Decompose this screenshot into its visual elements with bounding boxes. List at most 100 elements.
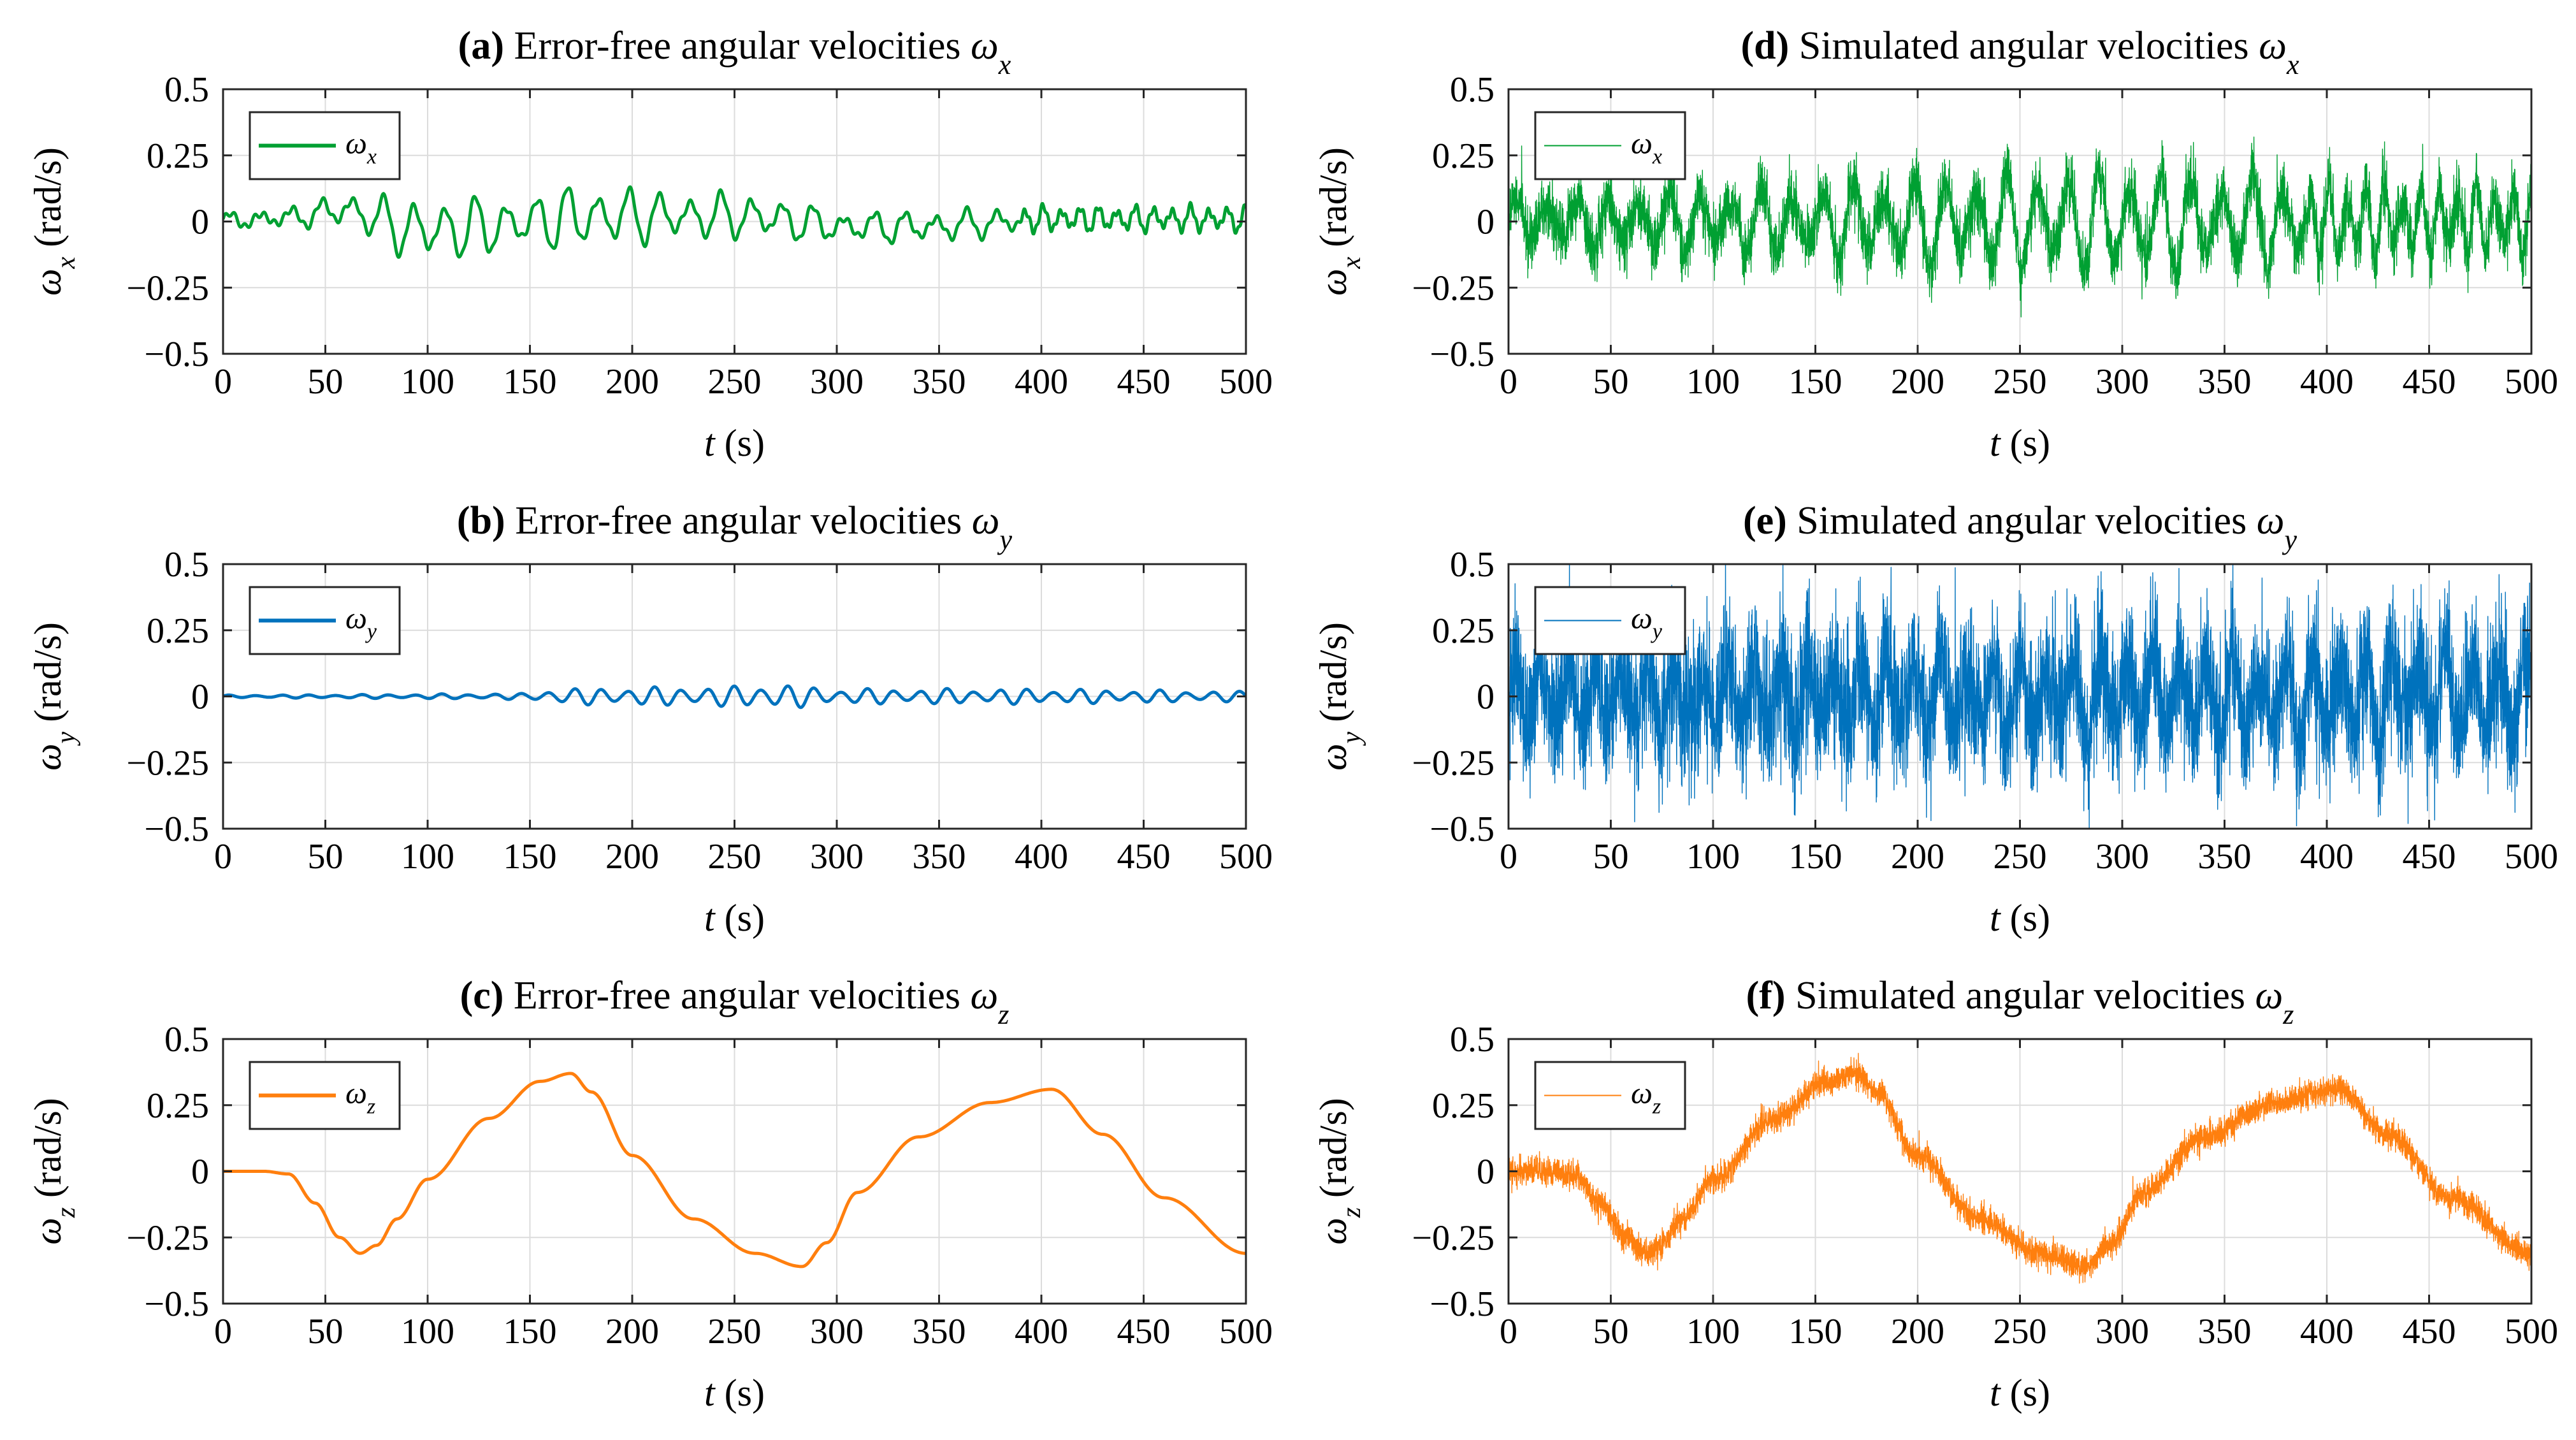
y-axis-label: ωy (rad/s) xyxy=(1312,622,1366,771)
x-tick-label: 0 xyxy=(214,362,232,402)
x-tick-label: 500 xyxy=(2505,1312,2558,1351)
x-tick-label: 100 xyxy=(401,837,454,876)
y-tick-label: −0.25 xyxy=(126,268,209,308)
legend-label: ωz xyxy=(1631,1077,1661,1119)
y-tick-label: −0.25 xyxy=(126,1218,209,1258)
x-axis-label: t (s) xyxy=(704,897,765,939)
x-tick-label: 200 xyxy=(1891,1312,1944,1351)
panel-a: 0 50 100 150 200 250 300 350 400 450 500 −0.5 −0.25 0… xyxy=(27,24,1273,464)
x-tick-label: 400 xyxy=(1015,837,1068,876)
x-tick-label: 200 xyxy=(605,362,659,402)
x-tick-label: 500 xyxy=(1219,1312,1273,1351)
legend-label: ωx xyxy=(345,127,377,169)
series-line-x xyxy=(1509,136,2531,317)
y-axis-label: ωy (rad/s) xyxy=(27,622,81,771)
y-tick-label: 0.5 xyxy=(1450,545,1494,585)
series-line-x xyxy=(223,185,1246,259)
x-tick-label: 400 xyxy=(2300,1312,2354,1351)
x-tick-label: 100 xyxy=(401,1312,454,1351)
legend: ωy xyxy=(249,586,401,655)
panel-e: 0 50 100 150 200 250 300 350 400 450 500 −0.5 −0.25 0… xyxy=(1312,499,2558,939)
x-tick-label: 300 xyxy=(810,1312,864,1351)
panel-c: 0 50 100 150 200 250 300 350 400 450 500 −0.5 −0.25 0… xyxy=(27,974,1273,1414)
panel-f: 0 50 100 150 200 250 300 350 400 450 500 −0.5 −0.25 0… xyxy=(1312,974,2558,1414)
x-tick-label: 0 xyxy=(1500,1312,1517,1351)
x-tick-label: 350 xyxy=(913,362,966,402)
y-tick-label: 0.25 xyxy=(147,136,209,176)
x-axis-label: t (s) xyxy=(1990,422,2050,464)
x-tick-label: 450 xyxy=(2403,837,2456,876)
y-tick-label: 0 xyxy=(1477,203,1494,242)
y-tick-label: 0.5 xyxy=(1450,70,1494,110)
panel-title: (c) Error-free angular velocities ωz xyxy=(460,974,1009,1030)
y-tick-label: 0.5 xyxy=(164,1020,209,1059)
series-line-z xyxy=(223,1072,1246,1269)
x-tick-label: 250 xyxy=(1994,1312,2047,1351)
x-tick-label: 0 xyxy=(1500,837,1517,876)
y-tick-label: −0.25 xyxy=(126,743,209,783)
x-tick-label: 200 xyxy=(605,837,659,876)
x-tick-label: 350 xyxy=(2198,362,2252,402)
legend: ωx xyxy=(249,111,401,180)
series-line-y xyxy=(223,684,1246,709)
x-tick-label: 150 xyxy=(503,837,557,876)
x-tick-label: 150 xyxy=(1789,1312,1842,1351)
x-tick-label: 50 xyxy=(1593,1312,1629,1351)
x-tick-label: 500 xyxy=(1219,837,1273,876)
x-tick-label: 250 xyxy=(1994,837,2047,876)
x-axis-label: t (s) xyxy=(1990,1372,2050,1414)
legend: ωz xyxy=(249,1061,401,1130)
x-tick-label: 150 xyxy=(503,362,557,402)
x-tick-label: 300 xyxy=(810,837,864,876)
y-tick-label: 0.5 xyxy=(164,70,209,110)
panel-b: 0 50 100 150 200 250 300 350 400 450 500 −0.5 −0.25 0… xyxy=(27,499,1273,939)
legend: ωy xyxy=(1534,586,1686,655)
panel-title: (e) Simulated angular velocities ωy xyxy=(1743,499,2297,555)
x-axis-label: t (s) xyxy=(704,422,765,464)
x-tick-label: 50 xyxy=(1593,837,1629,876)
y-tick-label: 0 xyxy=(191,203,209,242)
x-tick-label: 200 xyxy=(605,1312,659,1351)
x-tick-label: 400 xyxy=(1015,1312,1068,1351)
y-tick-label: 0.25 xyxy=(147,611,209,651)
y-tick-label: −0.25 xyxy=(1412,268,1494,308)
x-tick-label: 200 xyxy=(1891,837,1944,876)
x-tick-label: 250 xyxy=(1994,362,2047,402)
x-tick-label: 50 xyxy=(308,362,344,402)
x-tick-label: 50 xyxy=(308,837,344,876)
y-tick-label: −0.5 xyxy=(1429,335,1494,374)
x-tick-label: 450 xyxy=(1117,362,1171,402)
series-line-z xyxy=(1509,1052,2531,1284)
x-tick-label: 150 xyxy=(1789,837,1842,876)
legend-label: ωy xyxy=(345,602,377,644)
panel-title: (d) Simulated angular velocities ωx xyxy=(1740,24,2299,80)
y-tick-label: −0.5 xyxy=(1429,810,1494,849)
x-axis-label: t (s) xyxy=(1990,897,2050,939)
y-tick-label: 0.25 xyxy=(1432,611,1494,651)
y-tick-label: −0.5 xyxy=(144,810,209,849)
y-tick-label: 0 xyxy=(1477,1153,1494,1192)
y-tick-label: 0.5 xyxy=(164,545,209,585)
x-tick-label: 450 xyxy=(1117,1312,1171,1351)
y-tick-label: 0.5 xyxy=(1450,1020,1494,1059)
panel-title: (f) Simulated angular velocities ωz xyxy=(1746,974,2294,1030)
y-axis-label: ωx (rad/s) xyxy=(27,147,81,296)
x-tick-label: 300 xyxy=(2095,362,2149,402)
x-tick-label: 250 xyxy=(708,837,762,876)
x-tick-label: 350 xyxy=(913,837,966,876)
x-tick-label: 100 xyxy=(1686,837,1740,876)
x-tick-label: 0 xyxy=(1500,362,1517,402)
y-tick-label: −0.25 xyxy=(1412,743,1494,783)
y-tick-label: 0 xyxy=(191,678,209,717)
x-tick-label: 350 xyxy=(2198,1312,2252,1351)
y-tick-label: −0.5 xyxy=(1429,1284,1494,1324)
legend: ωz xyxy=(1534,1061,1686,1130)
y-tick-label: −0.5 xyxy=(144,335,209,374)
x-tick-label: 400 xyxy=(1015,362,1068,402)
x-tick-label: 300 xyxy=(2095,1312,2149,1351)
x-tick-label: 350 xyxy=(913,1312,966,1351)
panel-title: (a) Error-free angular velocities ωx xyxy=(458,24,1011,80)
x-tick-label: 350 xyxy=(2198,837,2252,876)
x-tick-label: 500 xyxy=(2505,837,2558,876)
y-tick-label: 0.25 xyxy=(147,1086,209,1126)
